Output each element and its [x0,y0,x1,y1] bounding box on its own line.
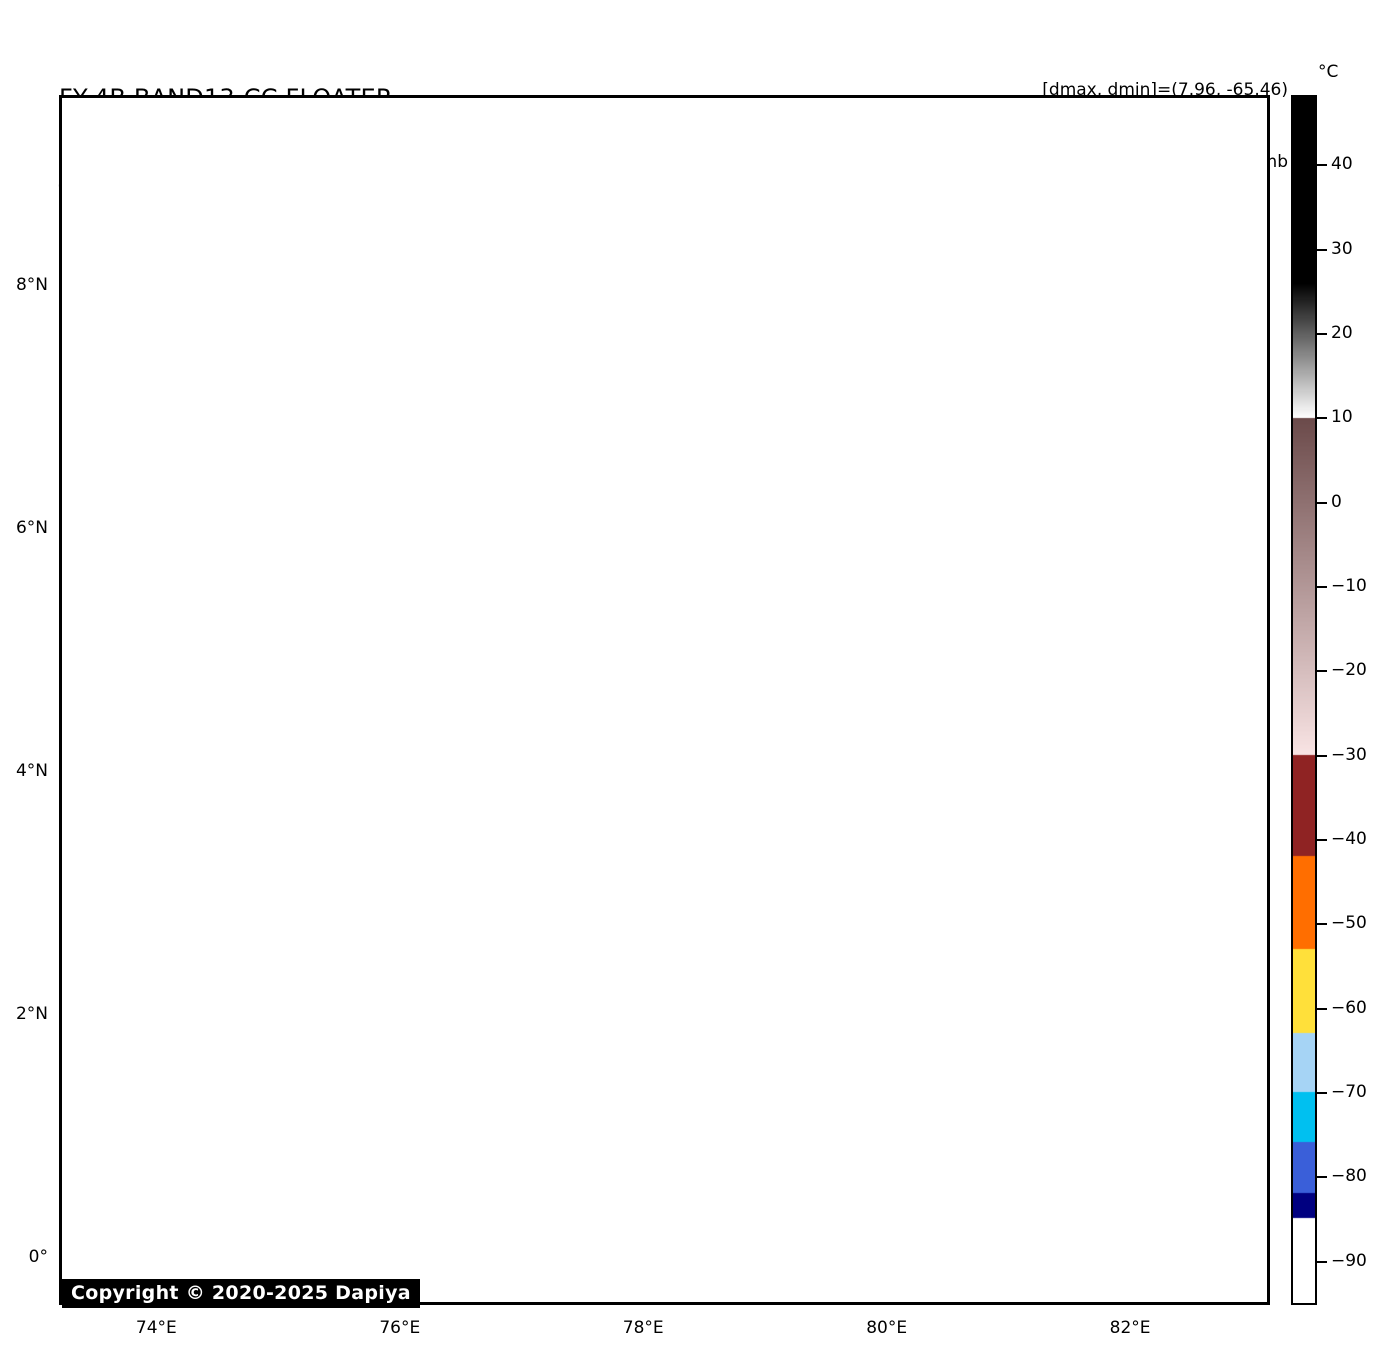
colorbar-tick-label-6: −20 [1331,660,1367,681]
temperature-colorbar[interactable] [1291,95,1317,1305]
infrared-brightness-temperature-raster [62,98,1267,1302]
colorbar-tick-label-9: −50 [1331,913,1367,934]
colorbar-tick-label-13: −90 [1331,1250,1367,1271]
x-tick-3: 80°E [866,1318,908,1338]
colorbar-tick-label-10: −60 [1331,997,1367,1018]
colorbar-tick-label-4: 0 [1331,491,1342,512]
x-tick-4: 82°E [1109,1318,1151,1338]
colorbar-tick-mark-11 [1317,1092,1327,1095]
colorbar-tick-mark-3 [1317,417,1327,420]
colorbar-tick-label-0: 40 [1331,154,1353,175]
satellite-image-plot[interactable] [59,95,1270,1305]
colorbar-tick-label-1: 30 [1331,238,1353,259]
colorbar-tick-mark-2 [1317,333,1327,336]
y-tick-3: 6°N [15,517,48,538]
colorbar-tick-mark-5 [1317,586,1327,589]
colorbar-units-label: °C [1318,62,1339,82]
colorbar-tick-mark-10 [1317,1007,1327,1010]
y-tick-1: 2°N [15,1004,48,1025]
colorbar-tick-mark-1 [1317,248,1327,251]
colorbar-tick-mark-12 [1317,1176,1327,1179]
colorbar-tick-mark-8 [1317,839,1327,842]
colorbar-tick-mark-13 [1317,1260,1327,1263]
y-tick-4: 8°N [15,274,48,295]
x-tick-0: 74°E [135,1318,177,1338]
colorbar-gradient [1293,97,1315,1303]
colorbar-tick-label-12: −80 [1331,1166,1367,1187]
colorbar-tick-label-5: −10 [1331,576,1367,597]
colorbar-tick-label-11: −70 [1331,1082,1367,1103]
x-tick-1: 76°E [379,1318,421,1338]
x-tick-2: 78°E [622,1318,664,1338]
colorbar-tick-label-3: 10 [1331,407,1353,428]
colorbar-tick-label-8: −40 [1331,829,1367,850]
colorbar-tick-mark-9 [1317,923,1327,926]
colorbar-tick-label-7: −30 [1331,744,1367,765]
y-tick-2: 4°N [15,760,48,781]
colorbar-tick-label-2: 20 [1331,323,1353,344]
colorbar-tick-mark-7 [1317,754,1327,757]
copyright-banner: Copyright © 2020-2025 Dapiya [62,1279,420,1308]
colorbar-tick-mark-6 [1317,670,1327,673]
colorbar-tick-mark-4 [1317,501,1327,504]
y-tick-0: 0° [28,1247,48,1268]
colorbar-tick-mark-0 [1317,164,1327,167]
